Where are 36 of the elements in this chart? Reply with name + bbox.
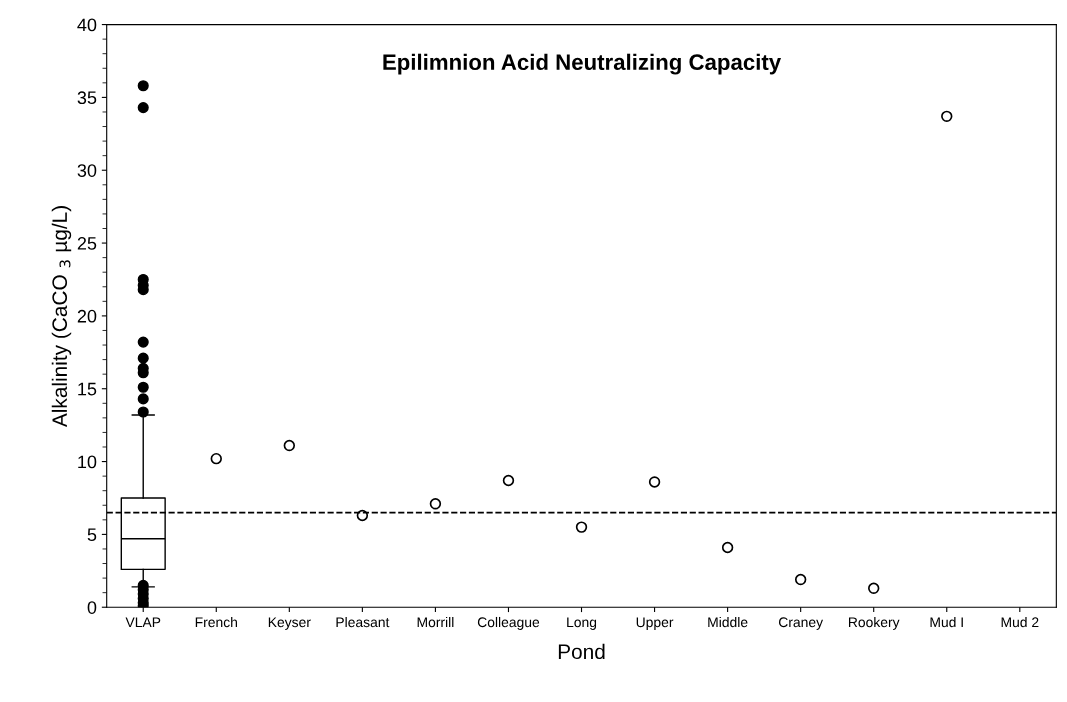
x-tick-label: Keyser	[268, 617, 311, 630]
text: Epilimnion Acid Neutralizing Capacity	[383, 53, 782, 75]
y-tick-label: 15	[78, 382, 97, 396]
y-tick-label: 5	[87, 528, 97, 542]
y-axis-title: Alkalinity (CaCO $_{3}$ µg/L)	[51, 206, 72, 428]
x-tick-label: Mud I	[930, 616, 963, 628]
point	[502, 474, 515, 487]
x-tick-label: Craney	[778, 617, 824, 630]
y-tick-label: 35	[77, 91, 97, 105]
point	[429, 498, 442, 510]
point	[941, 110, 953, 123]
y-tick-label: 10	[78, 455, 97, 469]
point	[648, 476, 661, 488]
x-tick-label: Middle	[708, 616, 748, 628]
x-tick-label: Mud 2	[1001, 616, 1039, 628]
point	[794, 573, 807, 586]
point	[283, 439, 296, 452]
point	[210, 452, 222, 465]
point	[356, 509, 369, 522]
y-tick-label: 25	[77, 237, 97, 250]
x-tick-label: Colleague	[477, 616, 540, 630]
x-axis-title: Pond	[558, 643, 605, 660]
y-tick-label: 0	[87, 601, 97, 614]
x-tick-label: Rookery	[848, 616, 900, 630]
y-tick-label: 40	[77, 18, 97, 32]
x-tick-label: Morrill	[417, 616, 454, 628]
x-tick-label: French	[195, 616, 237, 628]
point	[721, 541, 734, 554]
x-tick-label: Long	[567, 617, 597, 630]
y-tick-label: 30	[77, 164, 97, 177]
point	[868, 582, 880, 594]
y-tick-label: 20	[77, 309, 97, 323]
point	[575, 521, 588, 533]
x-tick-label: VLAP	[125, 617, 161, 628]
x-tick-label: Pleasant	[336, 616, 390, 628]
x-tick-label: Upper	[636, 617, 674, 630]
